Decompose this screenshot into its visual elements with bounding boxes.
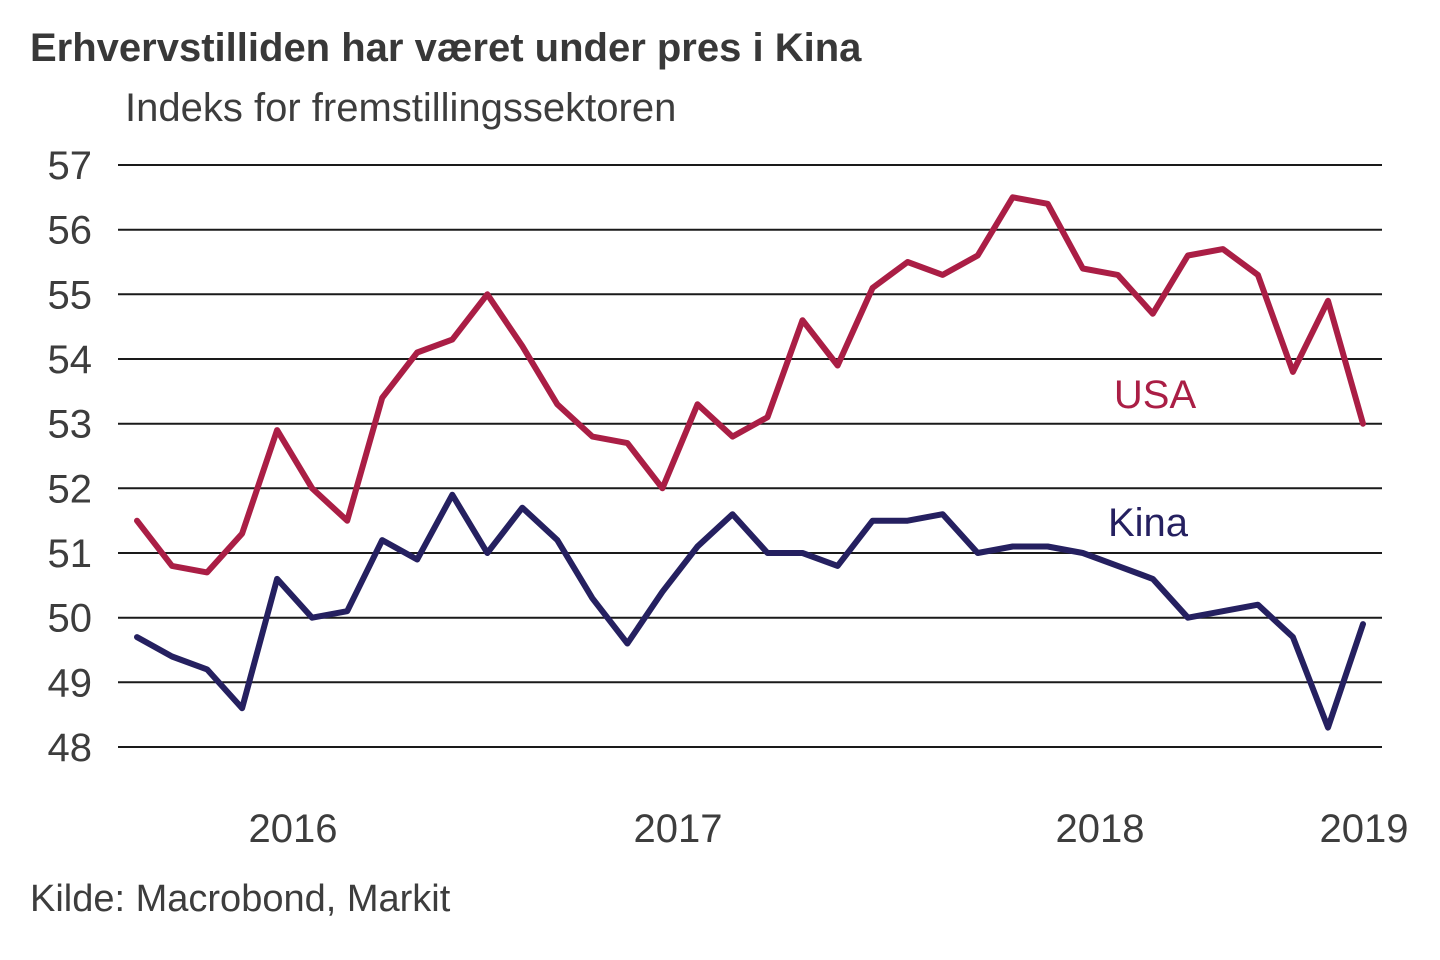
y-tick-label-48: 48	[48, 726, 93, 770]
x-tick-label-2018: 2018	[1056, 807, 1145, 851]
y-tick-label-51: 51	[48, 532, 93, 576]
usa-series-label: USA	[1114, 373, 1197, 417]
y-tick-label-55: 55	[48, 273, 93, 317]
chart-title: Erhvervstilliden har været under pres i …	[30, 26, 862, 70]
x-tick-label-2017: 2017	[634, 807, 723, 851]
y-tick-label-54: 54	[48, 338, 93, 382]
kina-line	[134, 491, 1366, 731]
chart-subtitle: Indeks for fremstillingssektoren	[125, 86, 677, 130]
kina-series-label: Kina	[1108, 501, 1189, 545]
y-tick-label-56: 56	[48, 209, 93, 253]
y-tick-label-50: 50	[48, 597, 93, 641]
x-tick-label-2019: 2019	[1320, 807, 1409, 851]
y-tick-label-49: 49	[48, 661, 93, 705]
x-tick-label-2016: 2016	[249, 807, 338, 851]
y-tick-label-52: 52	[48, 467, 93, 511]
y-tick-label-53: 53	[48, 403, 93, 447]
source-note: Kilde: Macrobond, Markit	[30, 878, 451, 920]
y-tick-label-57: 57	[48, 144, 93, 188]
usa-line	[134, 194, 1366, 576]
